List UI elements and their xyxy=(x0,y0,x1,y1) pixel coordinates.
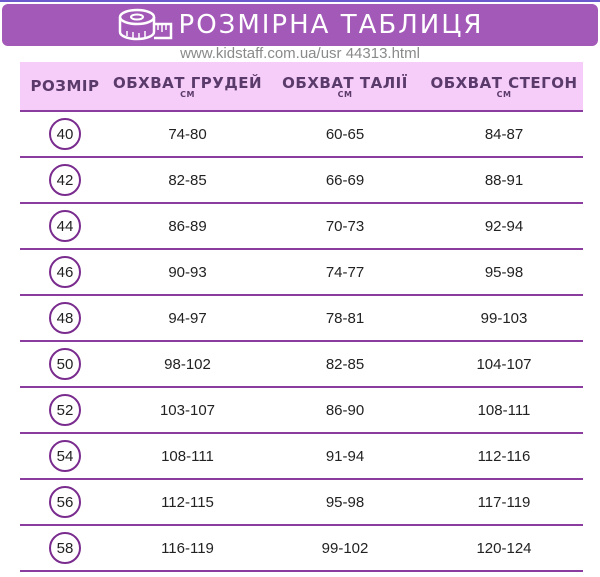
column-header: ОБХВАТ ГРУДЕЙ СМ xyxy=(110,62,265,110)
size-badge: 52 xyxy=(49,394,81,426)
size-cell: 44 xyxy=(20,210,110,242)
table-row: 50 98-102 82-85 104-107 xyxy=(20,342,583,388)
title-banner: РОЗМІРНА ТАБЛИЦЯ xyxy=(2,4,598,46)
table-row: 56 112-115 95-98 117-119 xyxy=(20,480,583,526)
measurement-cell: 86-90 xyxy=(325,401,365,419)
measurement-cell: 78-81 xyxy=(325,309,365,327)
measurement-cell: 66-69 xyxy=(325,171,365,189)
measurement-cell: 82-85 xyxy=(325,355,365,373)
measurement-cell: 94-97 xyxy=(168,309,207,327)
table-row: 44 86-89 70-73 92-94 xyxy=(20,204,583,250)
top-border xyxy=(0,0,600,2)
column-header-label: ОБХВАТ СТЕГОН xyxy=(430,73,578,92)
table-header: РОЗМІР ОБХВАТ ГРУДЕЙ СМ ОБХВАТ ТАЛІЇ СМ ОБХВА… xyxy=(20,62,583,112)
size-badge: 50 xyxy=(49,348,81,380)
size-badge: 46 xyxy=(49,256,81,288)
measurement-cell: 91-94 xyxy=(325,447,365,465)
measurement-cell: 99-102 xyxy=(321,539,369,557)
size-badge: 54 xyxy=(49,440,81,472)
size-badge: 58 xyxy=(49,532,81,564)
measurement-cell: 92-94 xyxy=(484,217,524,235)
column-header-label: РОЗМІР xyxy=(30,77,100,95)
measurement-cell: 60-65 xyxy=(325,125,365,143)
size-cell: 48 xyxy=(20,302,110,334)
table-row: 58 116-119 99-102 120-124 xyxy=(20,526,583,572)
measurement-cell: 74-77 xyxy=(325,263,365,281)
column-header-label: ОБХВАТ ГРУДЕЙ xyxy=(112,73,263,92)
measurement-cell: 70-73 xyxy=(325,217,365,235)
measurement-cell: 95-98 xyxy=(325,493,365,511)
measurement-cell: 116-119 xyxy=(161,539,214,557)
size-cell: 54 xyxy=(20,440,110,472)
measurement-cell: 90-93 xyxy=(168,263,207,281)
size-cell: 56 xyxy=(20,486,110,518)
measurement-cell: 99-103 xyxy=(480,309,528,327)
measurement-cell: 103-107 xyxy=(159,401,216,419)
measurement-cell: 112-115 xyxy=(161,493,214,511)
measurement-cell: 104-107 xyxy=(476,355,532,373)
size-badge: 42 xyxy=(49,164,81,196)
column-header: ОБХВАТ СТЕГОН СМ xyxy=(425,62,583,110)
measurement-cell: 112-116 xyxy=(477,447,531,465)
size-badge: 56 xyxy=(49,486,81,518)
size-badge: 40 xyxy=(49,118,81,150)
measurement-cell: 88-91 xyxy=(484,171,524,189)
column-header: РОЗМІР xyxy=(20,62,110,110)
watermark: www.kidstaff.com.ua/usr 44313.html xyxy=(180,45,420,62)
column-unit: СМ xyxy=(180,89,195,99)
table-row: 48 94-97 78-81 99-103 xyxy=(20,296,583,342)
column-unit: СМ xyxy=(496,89,512,99)
size-cell: 46 xyxy=(20,256,110,288)
page-title: РОЗМІРНА ТАБЛИЦЯ xyxy=(178,10,484,40)
measurement-cell: 117-119 xyxy=(477,493,531,511)
table-row: 52 103-107 86-90 108-111 xyxy=(20,388,583,434)
size-cell: 58 xyxy=(20,532,110,564)
measurement-cell: 120-124 xyxy=(476,539,532,557)
column-header-label: ОБХВАТ ТАЛІЇ xyxy=(282,73,408,92)
size-badge: 48 xyxy=(49,302,81,334)
measurement-cell: 86-89 xyxy=(168,217,207,235)
measurement-cell: 108-111 xyxy=(161,447,214,465)
size-cell: 52 xyxy=(20,394,110,426)
measuring-tape-icon xyxy=(118,8,172,41)
table-row: 54 108-111 91-94 112-116 xyxy=(20,434,583,480)
column-header: ОБХВАТ ТАЛІЇ СМ xyxy=(265,62,425,110)
table-row: 42 82-85 66-69 88-91 xyxy=(20,158,583,204)
measurement-cell: 108-111 xyxy=(477,401,531,419)
size-cell: 50 xyxy=(20,348,110,380)
column-unit: СМ xyxy=(337,89,353,99)
measurement-cell: 84-87 xyxy=(484,125,524,143)
size-cell: 42 xyxy=(20,164,110,196)
measurement-cell: 82-85 xyxy=(168,171,207,189)
measurement-cell: 74-80 xyxy=(168,125,207,143)
measurement-cell: 95-98 xyxy=(484,263,524,281)
table-row: 40 74-80 60-65 84-87 xyxy=(20,112,583,158)
size-badge: 44 xyxy=(49,210,81,242)
measurement-cell: 98-102 xyxy=(164,355,211,373)
size-cell: 40 xyxy=(20,118,110,150)
size-table: РОЗМІР ОБХВАТ ГРУДЕЙ СМ ОБХВАТ ТАЛІЇ СМ ОБХВА… xyxy=(20,62,583,572)
table-row: 46 90-93 74-77 95-98 xyxy=(20,250,583,296)
